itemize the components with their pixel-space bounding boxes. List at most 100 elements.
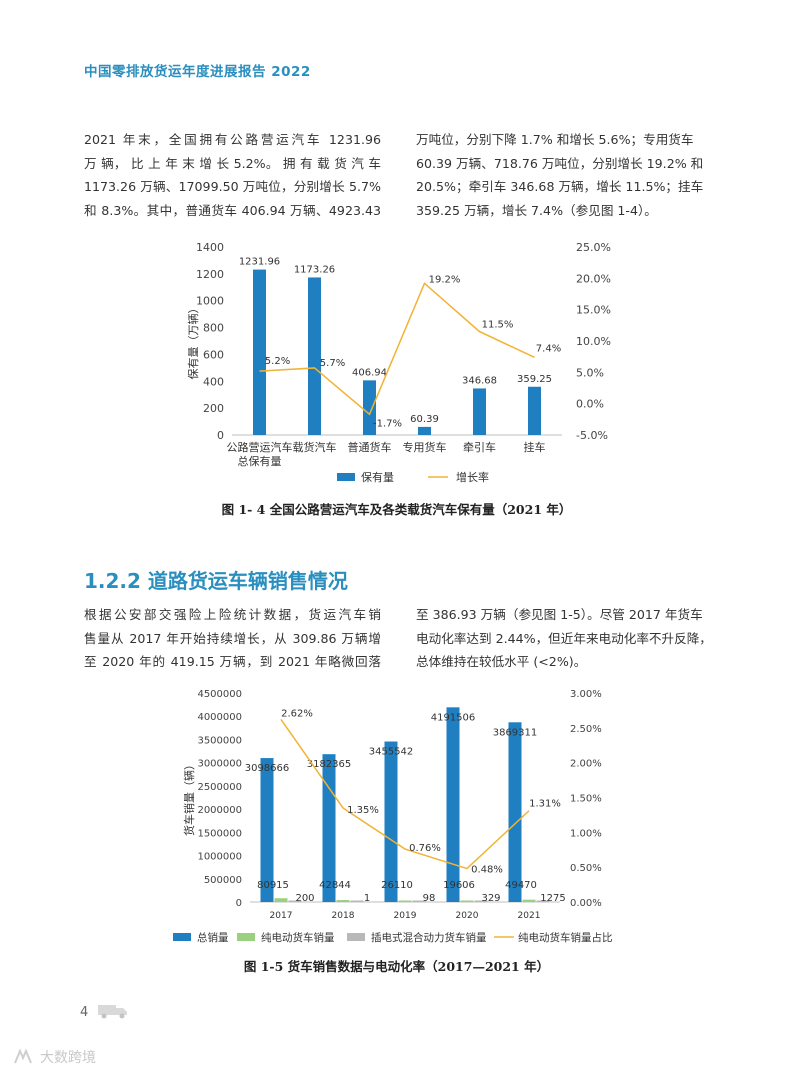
- legend-label: 保有量: [361, 470, 394, 484]
- y-tick-label: 3500000: [197, 735, 242, 746]
- bar-data-label: 1: [364, 893, 370, 904]
- bar-data-label: 329: [481, 893, 500, 904]
- y-tick-label: 0: [217, 429, 224, 442]
- bar: [288, 900, 302, 902]
- x-tick-label: 2021: [518, 911, 541, 921]
- bar-data-label: 42844: [319, 880, 351, 891]
- y-tick-label: 3000000: [197, 759, 242, 770]
- section-title: 1.2.2 道路货运车辆销售情况: [84, 569, 348, 593]
- text-line: 至 386.93 万辆（参见图 1-5）。尽管 2017 年货车: [416, 607, 703, 622]
- bar: [322, 754, 336, 902]
- bar: [336, 900, 350, 902]
- x-tick-label: 牵引车: [463, 440, 496, 454]
- bar: [253, 269, 266, 435]
- bar-data-label: 1173.26: [294, 264, 335, 275]
- bar: [418, 426, 431, 435]
- bar-data-label: 3869311: [493, 727, 538, 738]
- y2-tick-label: 2.00%: [570, 759, 602, 770]
- legend-swatch-bar: [173, 933, 191, 941]
- y2-tick-label: 20.0%: [576, 272, 611, 285]
- y2-tick-label: 0.00%: [570, 898, 602, 909]
- bar-data-label: 49470: [505, 880, 537, 891]
- x-tick-label: 公路营运汽车: [227, 440, 293, 454]
- legend-swatch-bar: [347, 933, 365, 941]
- bar: [363, 380, 376, 435]
- y-tick-label: 1000: [196, 295, 224, 308]
- bar-data-label: 3455542: [369, 747, 414, 758]
- line-data-label: -1.7%: [373, 418, 402, 429]
- line-data-label: 7.4%: [536, 343, 561, 354]
- ev-share-line: [280, 719, 530, 870]
- x-tick-label: 普通货车: [348, 440, 392, 454]
- y-tick-label: 2500000: [197, 782, 242, 793]
- paragraph-2-right: 至 386.93 万辆（参见图 1-5）。尽管 2017 年货车 电动化率达到 …: [416, 603, 712, 674]
- y-axis-title: 保有量（万辆）: [186, 303, 200, 380]
- x-tick-label: 挂车: [524, 440, 546, 454]
- y-tick-label: 2000000: [197, 805, 242, 816]
- legend-label: 纯电动货车销量占比: [518, 931, 613, 944]
- bar-data-label: 406.94: [352, 367, 387, 378]
- bar-data-label: 359.25: [517, 374, 552, 385]
- bar-data-label: 4191506: [431, 712, 476, 723]
- text-line: 售量从 2017 年开始持续增长，从 309.86 万辆增: [84, 630, 381, 646]
- figure-1-5-caption: 图 1-5 货车销售数据与电动化率（2017—2021 年）: [243, 959, 550, 974]
- bar-data-label: 19606: [443, 880, 475, 891]
- bar: [350, 900, 364, 902]
- y-tick-label: 200: [203, 402, 224, 415]
- x-tick-label: 2018: [332, 911, 355, 921]
- text-line: 359.25 万辆，增长 7.4%（参见图 1-4）。: [416, 202, 657, 218]
- y-tick-label: 800: [203, 322, 224, 335]
- y-tick-label: 1000000: [197, 852, 242, 863]
- report-header-title: 中国零排放货运年度进展报告 2022: [84, 64, 311, 80]
- growth-rate-line: [259, 282, 535, 416]
- vehicle-ownership-chart: 0 200 400 600 800 1000 1200 1400 -5.0% 0.0% 5.0% 10…: [186, 241, 611, 484]
- watermark: 大数跨境: [12, 1047, 96, 1067]
- y-tick-label: 1500000: [197, 828, 242, 839]
- y-tick-label: 4500000: [197, 689, 242, 700]
- y2-tick-label: 0.0%: [576, 398, 604, 411]
- text-line: 至 2020 年的 419.15 万辆，到 2021 年略微回落: [84, 654, 381, 669]
- bar-data-label: 3098666: [245, 763, 290, 774]
- bar: [308, 277, 321, 435]
- watermark-logo-icon: [14, 1048, 32, 1064]
- text-line: 根据公安部交强险上险统计数据，货运汽车销: [84, 607, 381, 622]
- legend-label: 插电式混合动力货车销量: [371, 931, 487, 944]
- y2-tick-label: 1.00%: [570, 828, 602, 839]
- y2-tick-label: 15.0%: [576, 304, 611, 317]
- x-tick-label: 总保有量: [238, 454, 282, 468]
- y-tick-label: 4000000: [197, 712, 242, 723]
- y2-tick-label: 25.0%: [576, 241, 611, 254]
- text-line: 1173.26 万辆、17099.50 万吨位，分别增长 5.7%: [84, 179, 381, 194]
- y2-tick-label: 0.50%: [570, 863, 602, 874]
- watermark-text: 大数跨境: [40, 1050, 96, 1066]
- y-tick-label: 1200: [196, 268, 224, 281]
- line-data-label: 0.76%: [409, 843, 441, 854]
- y2-tick-label: -5.0%: [576, 429, 608, 442]
- bar: [384, 741, 398, 902]
- bar-data-label: 26110: [381, 880, 413, 891]
- bar: [522, 899, 536, 902]
- y-tick-label: 1400: [196, 241, 224, 254]
- bar: [412, 900, 426, 902]
- bar: [260, 758, 274, 902]
- bar-data-label: 3182365: [307, 759, 352, 770]
- bar-data-label: 60.39: [410, 414, 439, 425]
- y-tick-label: 400: [203, 375, 224, 388]
- text-line: 60.39 万辆、718.76 万吨位，分别增长 19.2% 和: [416, 155, 704, 171]
- line-data-label: 5.7%: [320, 358, 345, 369]
- bar-data-label: 98: [423, 893, 436, 904]
- legend-label: 总销量: [197, 931, 229, 944]
- line-data-label: 2.62%: [281, 708, 313, 719]
- page-number: 4: [80, 1005, 89, 1020]
- line-data-label: 0.48%: [471, 865, 503, 876]
- text-line: 和 8.3%。其中，普通货车 406.94 万辆、4923.43: [84, 202, 381, 218]
- text-line: 2021 年末，全国拥有公路营运汽车 1231.96: [84, 132, 381, 147]
- x-tick-label: 2017: [270, 911, 293, 921]
- y-tick-label: 500000: [204, 875, 242, 886]
- bar: [528, 386, 541, 435]
- y2-tick-label: 1.50%: [570, 794, 602, 805]
- legend-swatch-bar: [237, 933, 255, 941]
- line-data-label: 19.2%: [429, 274, 461, 285]
- bar: [446, 707, 460, 902]
- bar-data-label: 200: [295, 893, 314, 904]
